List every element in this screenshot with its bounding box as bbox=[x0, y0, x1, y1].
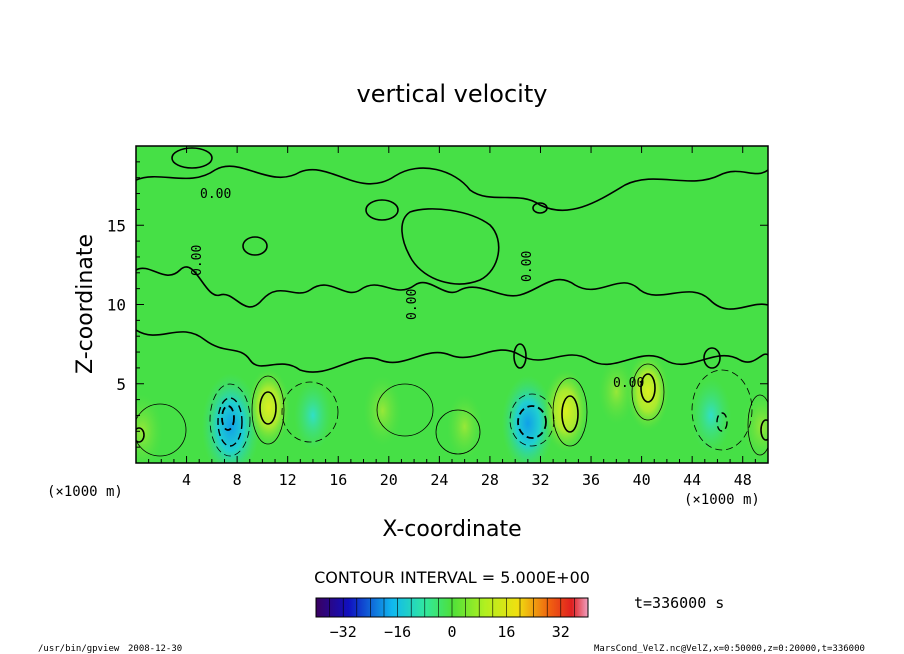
x-tick-label: 48 bbox=[734, 471, 752, 489]
y-tick-label: 15 bbox=[107, 216, 126, 235]
downdraft-cell bbox=[294, 380, 332, 451]
program-path: /usr/bin/gpview bbox=[38, 644, 120, 654]
x-tick-label: 8 bbox=[233, 471, 242, 489]
x-tick-label: 36 bbox=[582, 471, 600, 489]
data-source: MarsCond_VelZ.nc@VelZ,x=0:50000,z=0:2000… bbox=[594, 644, 865, 654]
updraft-cell bbox=[447, 393, 483, 460]
colorbar: −32 −16 0 16 32 bbox=[315, 597, 589, 641]
y-axis: 5 10 15 bbox=[107, 161, 768, 448]
x-tick-label: 32 bbox=[531, 471, 549, 489]
contour-label: 0.00 bbox=[613, 376, 644, 391]
x-tick-label: 24 bbox=[430, 471, 448, 489]
x-tick-label: 4 bbox=[182, 471, 191, 489]
chart-title: vertical velocity bbox=[357, 80, 548, 108]
y-axis-title: Z-coordinate bbox=[73, 234, 98, 374]
colorbar-tick-label: −16 bbox=[384, 623, 411, 641]
time-label: t=336000 s bbox=[634, 594, 724, 612]
updraft-cell bbox=[742, 391, 768, 462]
contour-label: 0.00 bbox=[405, 289, 420, 320]
colorbar-tick-label: 32 bbox=[552, 623, 570, 641]
updraft-cell bbox=[598, 359, 634, 425]
contour-label: 0.00 bbox=[520, 251, 535, 282]
plot-date: 2008-12-30 bbox=[128, 644, 182, 654]
downdraft-cell bbox=[691, 378, 732, 453]
contour-label: 0.00 bbox=[190, 245, 205, 276]
x-axis: 4 8 12 16 20 24 28 32 36 40 44 48 bbox=[148, 146, 756, 489]
x-unit-label-right: (×1000 m) bbox=[684, 492, 760, 508]
x-tick-label: 16 bbox=[329, 471, 347, 489]
contour-label: 0.00 bbox=[200, 187, 231, 202]
negative-contour-lines bbox=[209, 369, 753, 457]
y-tick-label: 10 bbox=[107, 296, 126, 315]
x-tick-label: 12 bbox=[279, 471, 297, 489]
updraft-cell bbox=[247, 368, 290, 447]
x-tick-label: 20 bbox=[380, 471, 398, 489]
colorbar-tick-label: −32 bbox=[330, 623, 357, 641]
contour-lines bbox=[136, 147, 768, 457]
updraft-cell bbox=[543, 369, 589, 453]
x-tick-label: 40 bbox=[633, 471, 651, 489]
plot-area: 0.00 0.00 0.00 0.00 0.00 bbox=[135, 145, 769, 464]
downdraft-cell bbox=[501, 375, 554, 463]
x-tick-label: 28 bbox=[481, 471, 499, 489]
contour-labels: 0.00 0.00 0.00 0.00 0.00 bbox=[190, 187, 644, 391]
contour-interval: CONTOUR INTERVAL = 5.000E+00 bbox=[314, 568, 590, 587]
downdraft-cell bbox=[201, 373, 260, 463]
x-unit-label-left: (×1000 m) bbox=[47, 484, 123, 500]
updraft-cell bbox=[136, 394, 163, 463]
colorbar-tick-label: 16 bbox=[497, 623, 515, 641]
x-axis-title: X-coordinate bbox=[382, 517, 521, 542]
updraft-cell bbox=[626, 352, 670, 431]
updraft-cell bbox=[363, 375, 402, 446]
colorbar-tick-label: 0 bbox=[447, 623, 456, 641]
y-tick-label: 5 bbox=[116, 375, 126, 394]
x-tick-label: 44 bbox=[683, 471, 701, 489]
